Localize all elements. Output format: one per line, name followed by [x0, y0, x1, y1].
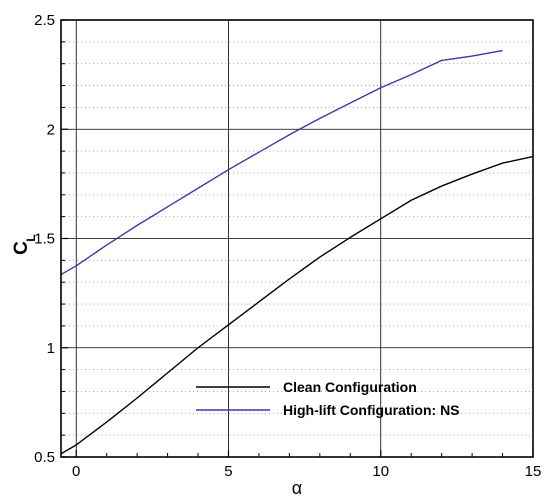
series-line-high-lift: [60, 49, 503, 276]
legend: Clean Configuration High-lift Configurat…: [196, 379, 460, 418]
y-tick-label: 1: [47, 340, 55, 357]
y-axis-label-subscript: L: [24, 234, 38, 241]
x-tick-label: 15: [525, 463, 542, 480]
x-tick-label: 5: [224, 463, 232, 480]
y-tick-label: 0.5: [34, 449, 55, 466]
y-axis-label: C L: [11, 234, 38, 255]
y-tick-label: 1.5: [34, 231, 55, 248]
legend-label-high-lift: High-lift Configuration: NS: [283, 402, 460, 418]
series-layer: [60, 49, 534, 455]
y-axis-label-main: C: [11, 241, 32, 255]
y-tick-label: 2: [47, 121, 55, 138]
legend-label-clean: Clean Configuration: [283, 379, 417, 395]
y-tick-label: 2.5: [34, 12, 55, 29]
x-axis-label: α: [292, 478, 302, 498]
x-tick-label: 0: [72, 463, 80, 480]
series-line-clean: [60, 155, 534, 455]
x-tick-label: 10: [372, 463, 389, 480]
major-gridlines: [61, 20, 533, 457]
tick-labels: 0 5 10 15 0.5 1 1.5 2 2.5: [34, 12, 541, 480]
minor-gridlines: [61, 41, 533, 436]
axis-ticks: [61, 19, 534, 458]
